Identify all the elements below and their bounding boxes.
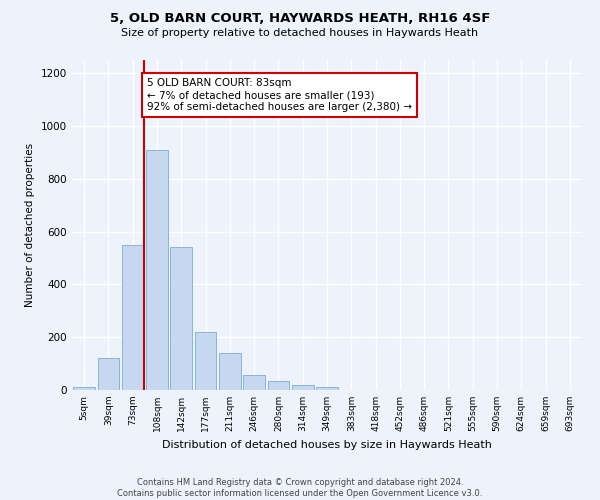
Bar <box>97 358 119 390</box>
Text: 5 OLD BARN COURT: 83sqm
← 7% of detached houses are smaller (193)
92% of semi-de: 5 OLD BARN COURT: 83sqm ← 7% of detached… <box>147 78 412 112</box>
Bar <box>194 332 217 390</box>
Bar <box>292 384 314 390</box>
Bar <box>170 248 192 390</box>
Bar <box>268 381 289 390</box>
Text: Size of property relative to detached houses in Haywards Heath: Size of property relative to detached ho… <box>121 28 479 38</box>
Bar <box>122 245 143 390</box>
Bar <box>146 150 168 390</box>
Bar <box>73 388 95 390</box>
Text: 5, OLD BARN COURT, HAYWARDS HEATH, RH16 4SF: 5, OLD BARN COURT, HAYWARDS HEATH, RH16 … <box>110 12 490 26</box>
Bar <box>219 353 241 390</box>
X-axis label: Distribution of detached houses by size in Haywards Heath: Distribution of detached houses by size … <box>162 440 492 450</box>
Bar <box>243 376 265 390</box>
Y-axis label: Number of detached properties: Number of detached properties <box>25 143 35 307</box>
Text: Contains HM Land Registry data © Crown copyright and database right 2024.
Contai: Contains HM Land Registry data © Crown c… <box>118 478 482 498</box>
Bar <box>316 388 338 390</box>
